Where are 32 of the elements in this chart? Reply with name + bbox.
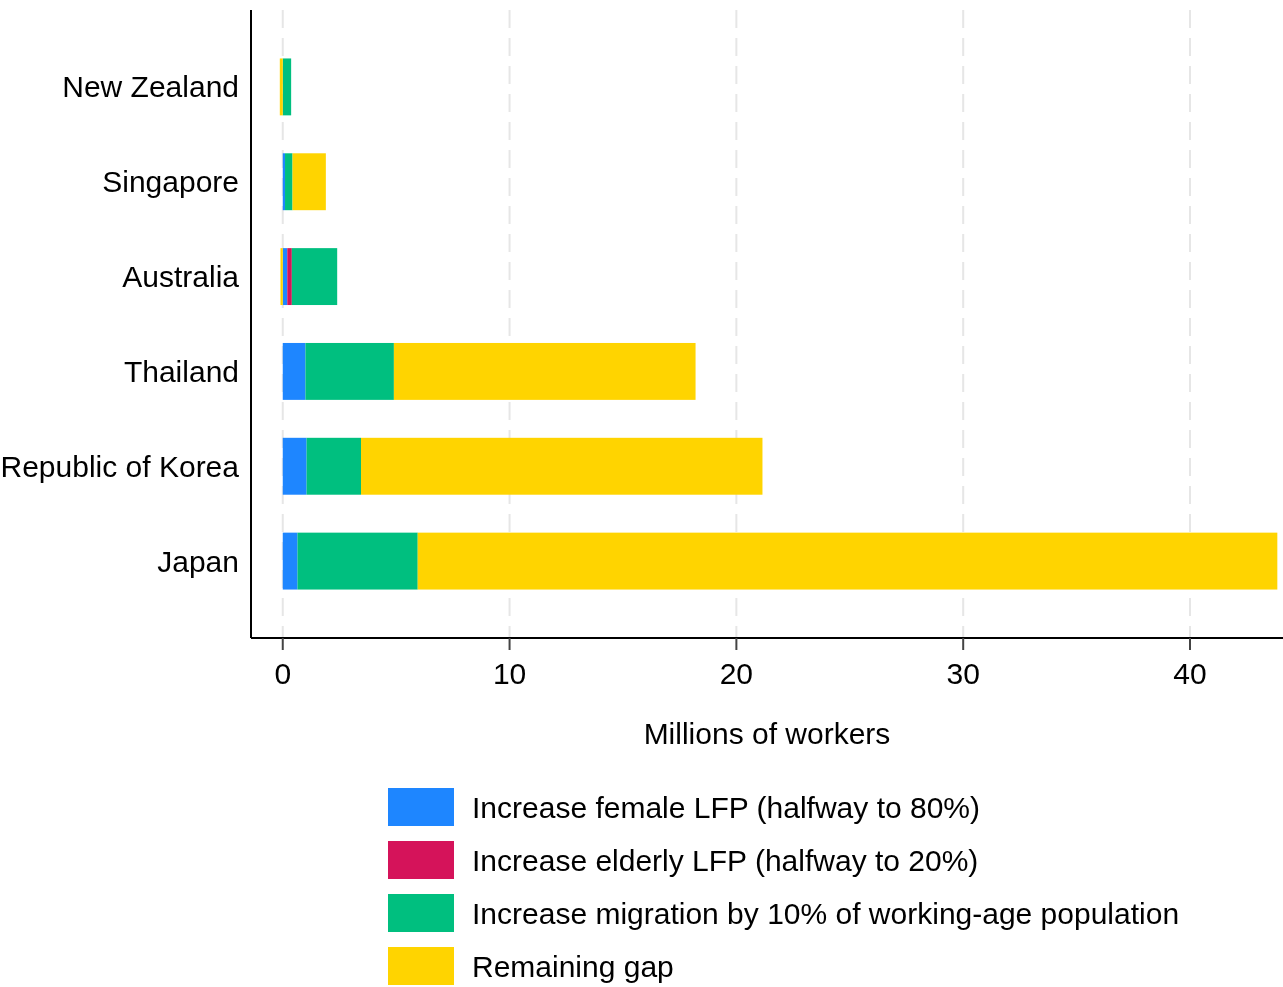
x-tick-label: 10 [492,657,527,690]
bar [282,532,298,590]
bar [305,342,394,400]
bar [361,437,763,495]
x-tick-label: 40 [1173,657,1207,690]
y-tick-label: Republic of Korea [0,449,240,483]
bar [292,153,326,211]
legend-label: Increase elderly LFP (halfway to 20%) [472,843,979,877]
bar [282,58,292,116]
bar [297,532,418,590]
bar [291,248,338,306]
bar [282,342,306,400]
y-tick-label: Singapore [102,165,239,199]
y-tick-label: Thailand [123,354,239,388]
bar [393,342,696,400]
bar [280,248,283,306]
bar [279,58,283,116]
legend-label: Increase migration by 10% of working-age population [472,896,1180,930]
y-tick-label: New Zealand [62,70,239,104]
legend-label: Increase female LFP (halfway to 80%) [472,790,981,824]
bar [282,437,307,495]
bar [285,153,293,211]
y-tick-label: Japan [157,544,239,578]
x-tick-label: 0 [274,657,292,690]
x-tick-label: 30 [946,657,980,690]
bar [287,248,292,306]
x-axis-title: Millions of workers [643,717,891,750]
bar [306,437,361,495]
x-tick-label: 20 [719,657,754,690]
y-tick-label: Australia [122,260,240,294]
legend-label: Remaining gap [472,949,674,983]
bar [417,532,1278,590]
